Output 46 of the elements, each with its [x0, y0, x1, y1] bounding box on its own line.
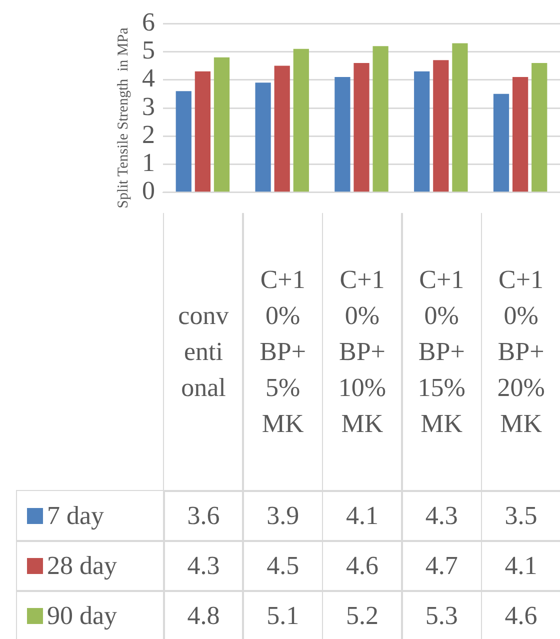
y-tick-label: 1 — [142, 148, 155, 178]
data-label: 4.7 — [425, 550, 458, 581]
data-label: 5.1 — [266, 600, 300, 631]
bar — [354, 62, 370, 192]
y-tick-label: 0 — [142, 176, 155, 206]
data-label: 4.3 — [425, 500, 458, 531]
data-label: 3.9 — [266, 500, 300, 531]
bar — [493, 94, 510, 192]
bar — [452, 43, 468, 192]
y-tick-label: 5 — [142, 36, 155, 65]
bar — [214, 57, 230, 192]
x-tick-label: C+10%BP+10%MK — [337, 264, 388, 440]
data-label: 3.5 — [504, 500, 538, 531]
bar — [274, 66, 290, 192]
bar — [334, 77, 350, 192]
data-label: 4.6 — [346, 550, 378, 581]
y-axis-title: Split Tensile Strength in MPa — [116, 28, 132, 208]
data-label: 4.6 — [504, 600, 538, 631]
legend-label: 90 day — [47, 600, 118, 631]
bar — [255, 82, 271, 192]
y-tick-label: 4 — [142, 64, 155, 93]
legend-label: 7 day — [47, 500, 104, 531]
data-label: 3.6 — [187, 500, 220, 531]
x-tick-label: conventional — [178, 300, 229, 404]
bar — [433, 60, 449, 192]
x-tick-label: C+10%BP+20%MK — [496, 264, 546, 440]
y-tick-label: 3 — [142, 92, 155, 121]
data-label: 5.2 — [346, 600, 378, 631]
data-label: 4.1 — [504, 550, 538, 581]
x-tick-label: C+10%BP+15%MK — [416, 264, 466, 440]
bar — [414, 71, 430, 192]
data-label: 4.1 — [346, 500, 378, 531]
data-label: 5.3 — [425, 600, 458, 631]
bar — [372, 46, 388, 192]
x-tick-label: C+10%BP+5%MK — [258, 264, 308, 440]
data-label: 4.5 — [266, 550, 300, 581]
data-label: 4.3 — [187, 550, 220, 581]
data-label: 4.8 — [187, 600, 220, 631]
y-tick-label: 2 — [142, 120, 155, 149]
legend-label: 28 day — [47, 550, 118, 581]
bar — [194, 71, 211, 192]
y-tick-label: 6 — [142, 7, 155, 36]
bar — [512, 77, 528, 192]
bar — [532, 62, 548, 192]
bar — [176, 91, 192, 192]
bar — [293, 48, 309, 192]
